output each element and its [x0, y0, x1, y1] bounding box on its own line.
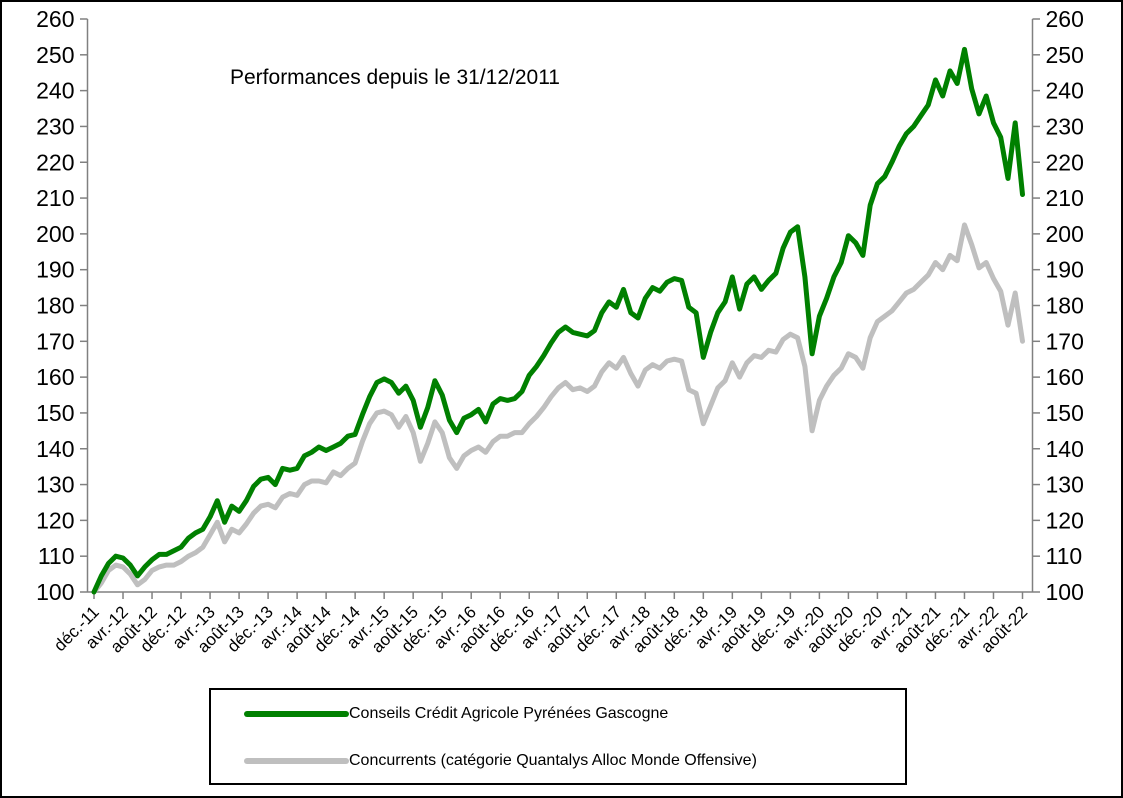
y-axis-label-right: 100 [1046, 579, 1084, 605]
y-axis-label-left: 170 [36, 328, 74, 354]
y-axis-label-right: 230 [1046, 113, 1084, 139]
y-axis-label-left: 230 [36, 113, 74, 139]
legend-item-conseils: Conseils Crédit Agricole Pyrénées Gascog… [244, 703, 668, 725]
y-axis-label-right: 200 [1046, 221, 1084, 247]
y-axis-label-right: 240 [1046, 78, 1084, 104]
y-axis-label-left: 110 [38, 543, 75, 569]
y-axis-label-left: 120 [36, 507, 74, 533]
y-axis-label-left: 250 [36, 42, 74, 68]
y-axis-label-left: 130 [36, 472, 74, 498]
y-axis-label-right: 140 [1046, 436, 1084, 462]
chart-title: Performances depuis le 31/12/2011 [230, 66, 560, 89]
y-axis-label-right: 170 [1046, 328, 1084, 354]
y-axis-label-right: 250 [1046, 42, 1084, 68]
legend-line-conseils-sample [244, 711, 349, 717]
y-axis-label-right: 190 [1046, 257, 1084, 283]
y-axis-label-left: 150 [36, 400, 74, 426]
y-axis-label-left: 190 [36, 257, 74, 283]
y-axis-label-left: 210 [36, 185, 74, 211]
y-axis-label-left: 100 [36, 579, 74, 605]
y-axis-label-right: 130 [1046, 472, 1084, 498]
y-axis-label-right: 210 [1046, 185, 1084, 211]
y-axis-label-right: 160 [1046, 364, 1084, 390]
y-axis-label-left: 220 [36, 149, 74, 175]
y-axis-label-right: 110 [1046, 543, 1083, 569]
legend: Conseils Crédit Agricole Pyrénées Gascog… [209, 688, 907, 785]
y-axis-label-left: 260 [36, 6, 74, 32]
y-axis-label-left: 240 [36, 78, 74, 104]
legend-line-concurrents-sample [244, 758, 349, 764]
y-axis-label-left: 160 [36, 364, 74, 390]
y-axis-label-right: 260 [1046, 6, 1084, 32]
y-axis-label-right: 180 [1046, 293, 1084, 319]
series-line-concurrents [91, 222, 1025, 595]
series-line-conseils [91, 46, 1025, 595]
legend-label-concurrents: Concurrents (catégorie Quantalys Alloc M… [349, 752, 757, 769]
y-axis-label-right: 220 [1046, 149, 1084, 175]
legend-label-conseils: Conseils Crédit Agricole Pyrénées Gascog… [349, 705, 669, 722]
y-axis-label-left: 180 [36, 293, 74, 319]
y-axis-label-left: 140 [36, 436, 74, 462]
y-axis-label-right: 150 [1046, 400, 1084, 426]
legend-item-concurrents: Concurrents (catégorie Quantalys Alloc M… [244, 750, 757, 772]
y-axis-label-left: 200 [36, 221, 74, 247]
y-axis-label-right: 120 [1046, 507, 1084, 533]
